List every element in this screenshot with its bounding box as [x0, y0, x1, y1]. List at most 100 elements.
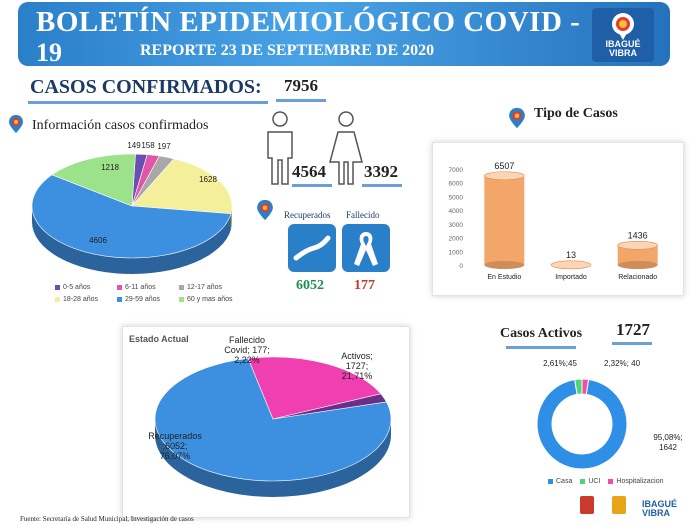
- legend-label: Casa: [556, 478, 573, 485]
- bar-value-label: 6507: [494, 161, 514, 171]
- chart-title: Estado Actual: [129, 334, 189, 344]
- age-pie-label-2: 197: [157, 142, 171, 151]
- divider: [612, 342, 652, 345]
- divider: [276, 99, 326, 102]
- status-pie-side-0: [155, 419, 391, 497]
- legend-swatch: [117, 284, 122, 290]
- legend-label: 60 y mas años: [187, 296, 233, 303]
- case-type-panel: 0 1000 2000 3000 4000 5000 6000 7000 6507 En Estu…: [432, 142, 684, 296]
- y-tick-label: 3000: [449, 222, 464, 229]
- donut-slice-0: [536, 378, 628, 470]
- age-pie-side-3: [230, 206, 232, 230]
- bar-base-0: [484, 261, 525, 269]
- legend-label: 29-59 años: [125, 296, 161, 303]
- y-tick-label: 6000: [449, 181, 464, 188]
- recovered-value: 6052: [296, 278, 324, 293]
- age-pie-chart: 149 158 197 1628 4606 1218: [31, 141, 233, 274]
- footer-logo-text: IBAGUÉ VIBRA: [642, 499, 678, 518]
- age-pie-label-5: 1218: [101, 163, 119, 172]
- confirmed-total: 7956: [284, 76, 318, 95]
- donut-legend-item: UCI: [580, 478, 600, 485]
- legend-swatch: [55, 296, 60, 302]
- ribbon-icon: [354, 232, 378, 266]
- legend-label: 6-11 años: [125, 284, 156, 291]
- legend-swatch: [548, 478, 553, 484]
- age-pie-slice-3: [131, 158, 233, 214]
- municipality-seal-icon: [580, 496, 594, 514]
- bulletin-title: BOLETÍN EPIDEMIOLÓGICO COVID -: [36, 6, 581, 38]
- age-pie-slice-5: [51, 153, 136, 207]
- header-banner: [18, 2, 670, 66]
- active-total: 1727: [616, 320, 650, 339]
- donut-label-0: 95,08%; 1642: [653, 433, 682, 452]
- y-tick-label: 4000: [449, 208, 464, 215]
- y-tick-label: 5000: [449, 194, 464, 201]
- legend-swatch: [117, 296, 122, 302]
- age-legend: 0-5 años 6-11 años 12-17 años 18-28 años 29-…: [55, 284, 255, 303]
- female-count: 3392: [364, 162, 398, 181]
- legend-label: 12-17 años: [187, 284, 223, 291]
- bar-0: [484, 175, 525, 265]
- age-legend-item: 6-11 años: [117, 284, 179, 291]
- bar-value-label: 1436: [628, 230, 648, 240]
- case-type-bar-chart: 0 1000 2000 3000 4000 5000 6000 7000 6507 En Estu…: [449, 161, 658, 281]
- location-pin-icon: [9, 115, 23, 133]
- age-pie-side-4: [32, 206, 231, 274]
- age-pie-label-4: 4606: [89, 236, 107, 245]
- current-status-panel: Estado Actual Recuperados ;6052; 76,07% Acti…: [122, 326, 410, 518]
- female-icon: [329, 111, 363, 185]
- current-status-pie-chart: Estado Actual Recuperados ;6052; 76,07% Acti…: [129, 334, 392, 497]
- bar-base-2: [617, 261, 658, 269]
- info-title: Información casos confirmados: [32, 118, 209, 133]
- male-icon: [267, 111, 293, 185]
- donut-legend-item: Casa: [548, 478, 572, 485]
- divider: [506, 346, 576, 349]
- recovered-card: [288, 224, 336, 272]
- age-legend-item: 0-5 años: [55, 284, 117, 291]
- x-tick-label: En Estudio: [487, 274, 521, 281]
- active-title: Casos Activos: [500, 326, 583, 341]
- deceased-card: [342, 224, 390, 272]
- age-legend-item: 60 y mas años: [179, 296, 241, 303]
- bulletin-title-cont: 19: [36, 38, 62, 67]
- status-pie-slice-0: [154, 358, 392, 482]
- legend-swatch: [179, 296, 184, 302]
- ibague-logo: [592, 8, 654, 62]
- legend-swatch: [55, 284, 60, 290]
- active-legend: Casa UCI Hospitalizacion: [548, 478, 664, 485]
- report-date: REPORTE 23 DE SEPTIEMBRE DE 2020: [140, 42, 435, 59]
- divider: [292, 184, 332, 187]
- trend-up-icon: [293, 235, 331, 261]
- male-count: 4564: [292, 162, 326, 181]
- age-pie-slice-4: [31, 174, 232, 259]
- bar-top-2: [617, 241, 658, 250]
- divider: [28, 101, 268, 104]
- legend-label: 0-5 años: [63, 284, 91, 291]
- location-pin-icon: [509, 107, 525, 129]
- age-pie-label-3: 1628: [199, 175, 217, 184]
- donut-label-2: 2,32%; 40: [604, 359, 641, 368]
- legend-swatch: [580, 478, 586, 484]
- bar-value-label: 13: [566, 250, 576, 260]
- divider: [362, 184, 402, 187]
- y-tick-label: 0: [459, 263, 463, 270]
- age-pie-label-1: 158: [141, 141, 155, 150]
- bar-2: [617, 245, 658, 265]
- age-legend-item: 12-17 años: [179, 284, 241, 291]
- bar-top-1: [550, 260, 592, 270]
- status-pie-slice-1: [247, 356, 382, 420]
- age-pie-label-0: 149: [127, 141, 141, 150]
- source-note: Fuente: Secretaría de Salud Municipal, I…: [20, 515, 194, 523]
- donut-legend-item: Hospitalizacion: [608, 478, 664, 485]
- recovered-label: Recuperados: [284, 210, 331, 220]
- legend-swatch: [608, 478, 614, 484]
- bar-top-0: [484, 171, 525, 181]
- status-pie-label-2: Fallecido Covid; 177; 2,22%: [224, 335, 270, 365]
- age-legend-item: 29-59 años: [117, 296, 179, 303]
- location-pin-icon: [257, 199, 273, 221]
- case-type-title: Tipo de Casos: [534, 106, 618, 121]
- x-tick-label: Relacionado: [618, 274, 657, 281]
- deceased-label: Fallecido: [346, 210, 380, 220]
- logo-pin-icon: [612, 13, 634, 40]
- status-pie-label-0: Recuperados ;6052; 76,07%: [148, 431, 202, 461]
